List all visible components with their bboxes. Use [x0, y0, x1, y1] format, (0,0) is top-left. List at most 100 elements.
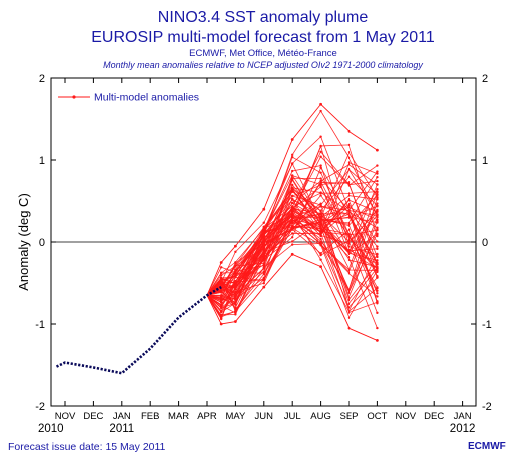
plume-point: [319, 218, 322, 221]
plume-point: [291, 232, 294, 235]
plume-point: [291, 240, 294, 243]
plume-point: [319, 253, 322, 257]
plume-point: [262, 285, 266, 289]
plume-point: [347, 298, 351, 302]
plume-point: [291, 162, 294, 166]
plume-point: [347, 326, 351, 330]
legend-label: Multi-model anomalies: [94, 92, 199, 104]
x-tick-label: DEC: [424, 411, 444, 422]
x-axis: NOV DEC JAN FEB MAR APR MAY JUN JUL AUG SEP OCT NOV D…: [38, 78, 475, 435]
plume-point: [220, 306, 223, 309]
plume-point: [234, 306, 237, 309]
plume-point: [220, 276, 223, 280]
plume-point: [234, 271, 237, 274]
plume-point: [347, 156, 351, 160]
plume-point: [234, 268, 237, 272]
plume-point: [347, 180, 351, 184]
plume-point: [290, 138, 294, 141]
plume-member-line: [206, 202, 378, 313]
y-tick-label: -2: [35, 401, 45, 413]
plume-point: [376, 202, 379, 205]
plume-point: [291, 189, 294, 192]
plume-point: [319, 179, 322, 183]
plume-point: [347, 161, 351, 164]
plume-point: [234, 261, 237, 264]
plume-point: [376, 287, 379, 290]
plume-point: [319, 216, 322, 219]
plume-point: [220, 283, 223, 287]
observed-series: [55, 285, 222, 375]
plume-point: [347, 163, 351, 166]
plume-point: [262, 247, 265, 250]
legend: Multi-model anomalies: [58, 92, 199, 104]
plume-point: [234, 310, 237, 313]
plume-point: [319, 194, 322, 197]
plume-point: [291, 174, 294, 177]
plume-point: [347, 198, 351, 202]
chart-subtitle: EUROSIP multi-model forecast from 1 May …: [91, 29, 435, 46]
y-tick-label: 2: [482, 73, 488, 85]
plume-point: [234, 301, 237, 305]
plume-point: [376, 267, 379, 270]
plume-point: [291, 207, 294, 210]
plume-point: [376, 247, 379, 251]
plume-point: [319, 135, 322, 138]
plume-point: [234, 274, 237, 277]
plume-point: [376, 295, 379, 298]
plume-point: [347, 151, 351, 154]
plume-member-line: [206, 212, 378, 320]
plume-point: [219, 322, 223, 326]
plume-point: [220, 295, 223, 298]
plume-point: [319, 191, 322, 195]
x-tick-label: OCT: [367, 411, 387, 422]
plume-point: [319, 177, 322, 180]
plume-point: [319, 265, 322, 268]
plume-envelope-max: [206, 103, 378, 296]
plume-point: [376, 300, 379, 303]
plume-point: [319, 155, 322, 158]
plume-member-line: [206, 144, 378, 296]
plume-member-line: [206, 227, 378, 319]
plume-point: [319, 150, 322, 154]
plume-point: [220, 271, 223, 275]
plume-point: [376, 252, 379, 256]
plume-point: [347, 204, 351, 207]
y-tick-label: -2: [482, 401, 492, 413]
x-tick-label: MAR: [168, 411, 189, 422]
plume-point: [347, 209, 351, 212]
plume-point: [234, 284, 237, 287]
plume-point: [291, 222, 294, 225]
plume-point: [347, 216, 351, 219]
plume-point: [376, 190, 379, 193]
plume-point: [347, 129, 351, 133]
plume-point: [220, 266, 223, 269]
plume-point: [291, 186, 294, 190]
plume-member-line: [206, 175, 378, 296]
plume-point: [347, 272, 351, 275]
plume-point: [376, 269, 379, 272]
plume-point: [290, 252, 294, 256]
plume-point: [291, 197, 294, 201]
plume-member-line: [206, 165, 378, 296]
plume-point: [347, 228, 351, 231]
plume-point: [234, 244, 237, 248]
y-axis: -2 -2 -1 -1 0 0 1 1 2 2: [35, 73, 492, 413]
plume-point: [319, 258, 322, 261]
plume-point: [234, 296, 237, 299]
plume-point: [262, 259, 265, 262]
plume-point: [291, 201, 294, 205]
plume-member-line: [206, 232, 378, 316]
plume-point: [376, 183, 379, 186]
plume-point: [291, 153, 294, 157]
plume-point: [347, 256, 351, 259]
y-tick-label: -1: [35, 319, 45, 331]
plume-point: [234, 320, 237, 323]
plume-point: [347, 252, 351, 256]
plume-point: [376, 215, 379, 219]
ecmwf-logo: ECMWF: [468, 441, 506, 452]
x-year-label: 2012: [450, 423, 476, 435]
plume-point: [347, 175, 351, 178]
plume-point: [234, 313, 237, 316]
plume-point: [262, 278, 265, 281]
plume-point: [234, 291, 237, 294]
